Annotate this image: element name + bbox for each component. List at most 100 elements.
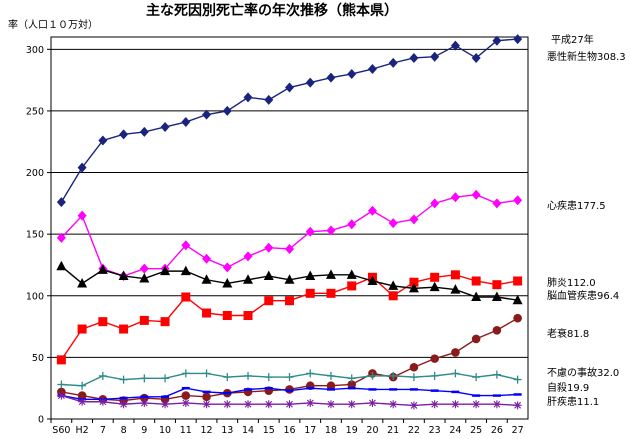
series-end-label: 肝疾患11.1 <box>547 395 599 408</box>
data-point <box>347 68 357 79</box>
data-point <box>140 374 149 383</box>
data-point <box>430 272 440 282</box>
x-tick-label: 21 <box>387 425 399 436</box>
data-point <box>305 226 315 237</box>
data-point <box>118 270 129 281</box>
x-tick-label: 19 <box>346 425 358 436</box>
series-end-label: 肺炎112.0 <box>547 277 596 289</box>
data-point <box>368 398 377 407</box>
data-point <box>77 277 88 288</box>
data-point <box>305 288 315 298</box>
data-point <box>388 280 399 290</box>
data-point <box>181 117 191 128</box>
data-point <box>98 135 108 146</box>
data-point <box>56 260 67 271</box>
x-tick-label: 13 <box>221 425 233 436</box>
data-point <box>264 94 274 105</box>
data-point <box>57 380 66 389</box>
series-end-label: 脳血管疾患96.4 <box>547 289 619 302</box>
data-point <box>451 348 460 357</box>
data-point <box>471 291 482 302</box>
data-point <box>222 310 232 320</box>
data-point <box>161 400 170 409</box>
chart-title: 主な死因別死亡率の年次推移（熊本県） <box>146 2 398 19</box>
data-point <box>119 324 129 334</box>
data-point <box>513 375 522 384</box>
data-point <box>326 288 336 298</box>
y-tick-label: 300 <box>26 45 44 56</box>
data-point <box>56 232 66 243</box>
data-point <box>409 214 419 225</box>
data-point <box>306 369 315 378</box>
data-point <box>181 292 191 302</box>
data-point <box>492 325 502 335</box>
data-point <box>368 371 377 380</box>
data-point <box>77 391 87 400</box>
plot-area: 0 50 100 150 200 250 300 S60 H2 7 8 9 10 11 12 13 14 15 16… <box>26 34 626 436</box>
data-point <box>202 400 211 409</box>
data-point <box>57 391 66 400</box>
data-point <box>471 189 481 200</box>
x-tick-label: 9 <box>141 425 147 436</box>
data-point <box>429 281 440 292</box>
data-point <box>472 373 481 382</box>
data-point <box>492 400 501 409</box>
data-point <box>471 52 481 63</box>
data-point <box>222 262 232 273</box>
data-point <box>222 277 233 288</box>
plot-frame <box>50 36 529 420</box>
data-point <box>243 274 254 284</box>
data-point <box>140 398 149 407</box>
data-point <box>77 324 87 334</box>
data-point <box>160 317 170 327</box>
data-point <box>347 400 356 409</box>
data-point <box>222 105 232 116</box>
x-tick-label: 14 <box>242 425 254 436</box>
data-point <box>430 354 439 363</box>
data-point <box>263 270 274 281</box>
y-tick-label: 250 <box>26 106 44 117</box>
data-point <box>471 334 481 344</box>
data-point <box>264 296 274 306</box>
data-point <box>471 276 481 286</box>
data-point <box>160 121 170 132</box>
data-point <box>202 109 212 120</box>
data-point <box>202 308 212 318</box>
data-point <box>264 373 273 382</box>
data-point <box>367 64 377 75</box>
data-point <box>409 52 419 63</box>
data-point <box>450 40 460 51</box>
data-point <box>139 273 150 283</box>
data-point <box>408 282 419 293</box>
x-tick-label: 7 <box>100 425 106 436</box>
data-point <box>367 205 377 216</box>
data-point <box>223 400 232 409</box>
data-point <box>98 397 107 406</box>
data-point <box>388 57 398 68</box>
data-point <box>388 291 398 301</box>
series-end-label: 不慮の事故32.0 <box>547 366 619 379</box>
data-point <box>389 371 398 380</box>
data-point <box>450 270 460 280</box>
data-point <box>513 401 522 410</box>
data-point <box>56 197 66 208</box>
data-point <box>285 243 294 254</box>
data-point <box>513 195 523 206</box>
data-point <box>285 296 294 306</box>
data-point <box>388 218 398 229</box>
data-point <box>139 263 149 274</box>
data-point <box>244 371 253 380</box>
data-point <box>160 265 171 276</box>
x-tick-label: 25 <box>470 425 482 436</box>
y-tick-label: 150 <box>26 230 44 241</box>
data-point <box>244 400 253 409</box>
x-tick-label: 12 <box>200 425 212 436</box>
data-point <box>285 373 294 382</box>
data-point <box>326 72 336 83</box>
x-tick-label: 27 <box>512 425 524 436</box>
series-line <box>60 194 518 277</box>
x-tick-label: 18 <box>325 425 337 436</box>
data-point <box>77 210 87 221</box>
data-point <box>346 269 357 279</box>
data-point <box>285 82 294 93</box>
